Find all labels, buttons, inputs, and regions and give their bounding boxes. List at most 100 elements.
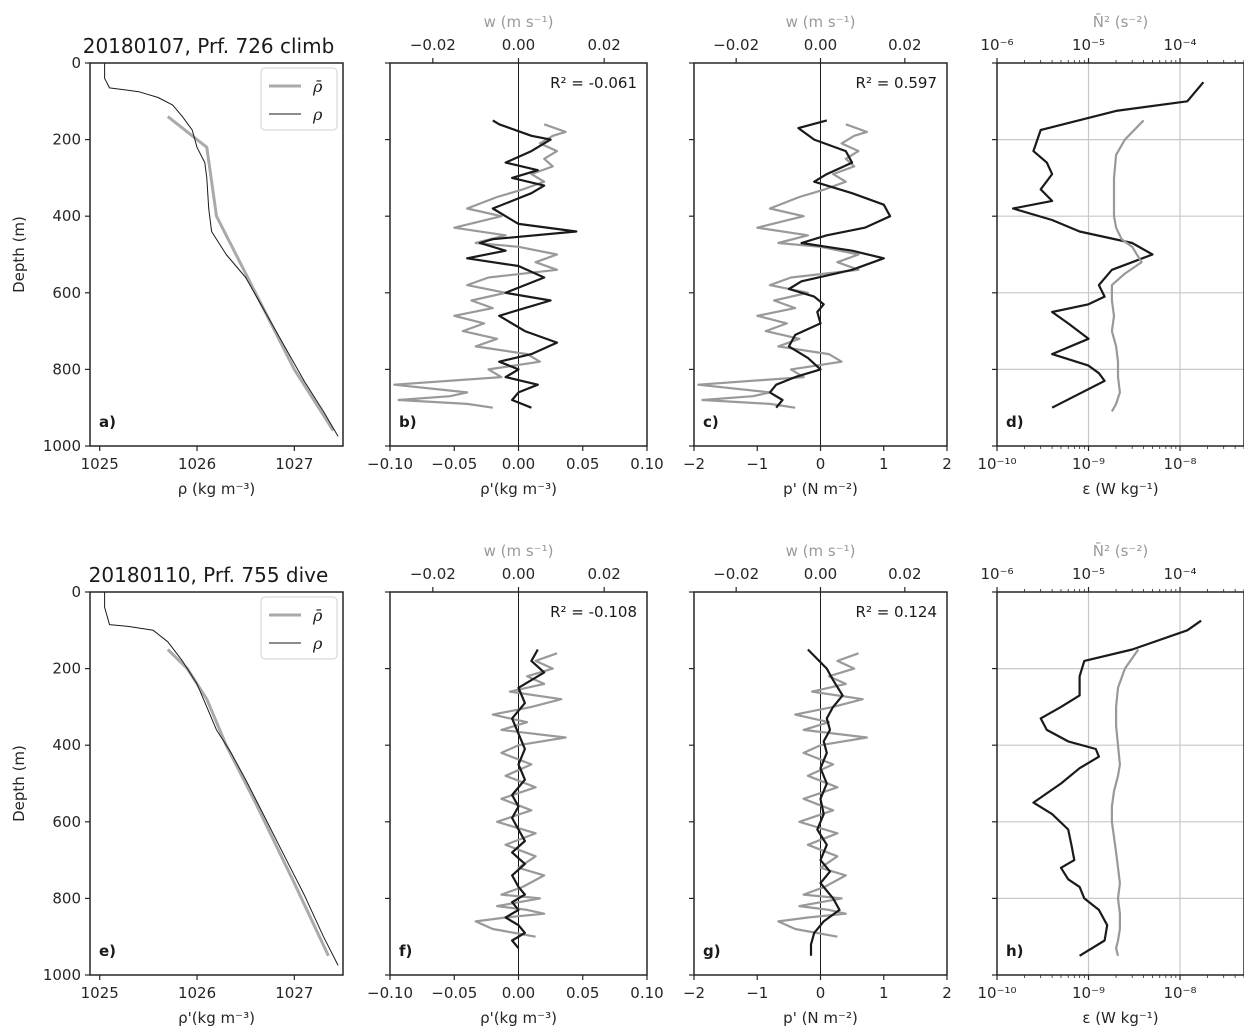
series-top-0 bbox=[474, 652, 567, 938]
top-tick-label: 10⁻⁶ bbox=[980, 565, 1013, 583]
x-tick-label: 0 bbox=[816, 984, 826, 1002]
series-1 bbox=[807, 648, 844, 956]
top-tick-label: −0.02 bbox=[713, 565, 759, 583]
y-tick-label: 200 bbox=[52, 131, 81, 149]
y-tick-label: 600 bbox=[52, 284, 81, 302]
x-tick-label: 10⁻⁹ bbox=[1072, 455, 1105, 473]
top-tick-label: 0.00 bbox=[804, 36, 837, 54]
x-tick-label: 2 bbox=[942, 455, 952, 473]
series-1 bbox=[104, 592, 339, 966]
x-tick-label: 1 bbox=[879, 455, 889, 473]
panel-a: 1025 1026 1027 0 200 400 600 800 1000 Depth (m) ρ … bbox=[10, 34, 344, 498]
series-0 bbox=[1032, 619, 1202, 957]
x-axis-label: ρ'(kg m⁻³) bbox=[178, 1009, 255, 1027]
x-tick-label: 1026 bbox=[178, 455, 216, 473]
x-tick-label: −0.10 bbox=[367, 455, 413, 473]
r2-annotation: R² = 0.597 bbox=[856, 74, 937, 92]
series-group bbox=[104, 63, 339, 437]
panel-letter: b) bbox=[399, 413, 417, 431]
x-tick-label: 1025 bbox=[81, 984, 119, 1002]
x-tick-label: −2 bbox=[683, 984, 705, 1002]
panel-title: 20180107, Prf. 726 climb bbox=[83, 34, 335, 58]
x-tick-label: 0.00 bbox=[502, 455, 535, 473]
x-tick-label: −0.10 bbox=[367, 984, 413, 1002]
x-tick-label: 0.10 bbox=[630, 455, 663, 473]
series-top-0 bbox=[393, 123, 567, 409]
top-tick-label: 0.02 bbox=[888, 565, 921, 583]
series-group bbox=[104, 592, 339, 966]
panel-title: 20180110, Prf. 755 dive bbox=[89, 563, 329, 587]
top-axis-label: N̄² (s⁻²) bbox=[1093, 12, 1148, 31]
series-top-0 bbox=[697, 123, 869, 409]
top-tick-label: 0.00 bbox=[502, 565, 535, 583]
x-axis-label: ρ'(kg m⁻³) bbox=[480, 1009, 557, 1027]
top-tick-label: 10⁻⁵ bbox=[1072, 565, 1105, 583]
top-tick-label: 10⁻⁴ bbox=[1164, 565, 1197, 583]
series-0 bbox=[1011, 81, 1205, 409]
series-top-1 bbox=[1110, 648, 1140, 957]
legend-box bbox=[260, 67, 338, 131]
series-0 bbox=[166, 115, 335, 432]
y-tick-label: 0 bbox=[71, 54, 81, 72]
x-tick-label: 0.05 bbox=[566, 984, 599, 1002]
top-tick-label: −0.02 bbox=[410, 565, 456, 583]
top-axis-label: w (m s⁻¹) bbox=[786, 542, 856, 560]
series-1 bbox=[768, 119, 892, 409]
x-tick-label: −0.05 bbox=[431, 455, 477, 473]
x-axis-label: ε (W kg⁻¹) bbox=[1082, 1009, 1158, 1027]
panel-e: 1025 1026 1027 0 200 400 600 800 1000 Depth (m) ρ'… bbox=[10, 563, 344, 1027]
top-tick-label: 0.02 bbox=[587, 565, 620, 583]
panel-letter: h) bbox=[1006, 942, 1024, 960]
panel-b: −0.10 −0.05 0.00 0.05 0.10 −0.02 0.00 0.02 w (m … bbox=[367, 13, 664, 498]
panel-g: −2 −1 0 1 2 −0.02 0.00 0.02 w (m s⁻¹) p' (N m⁻²) R… bbox=[683, 542, 952, 1027]
x-axis-label: ε (W kg⁻¹) bbox=[1082, 480, 1158, 498]
legend-box bbox=[260, 596, 338, 660]
panel-letter: a) bbox=[99, 413, 116, 431]
x-axis-label: ρ'(kg m⁻³) bbox=[480, 480, 557, 498]
top-axis-label: w (m s⁻¹) bbox=[786, 13, 856, 31]
panel-letter: e) bbox=[99, 942, 116, 960]
x-tick-label: 1 bbox=[879, 984, 889, 1002]
top-axis-label: w (m s⁻¹) bbox=[484, 542, 554, 560]
series-1 bbox=[466, 119, 578, 409]
x-tick-label: 1025 bbox=[81, 455, 119, 473]
series-group bbox=[1011, 81, 1205, 413]
panel-letter: c) bbox=[703, 413, 719, 431]
x-tick-label: 10⁻⁹ bbox=[1072, 984, 1105, 1002]
y-axis-label: Depth (m) bbox=[10, 745, 28, 822]
top-tick-label: 0.02 bbox=[587, 36, 620, 54]
y-tick-label: 800 bbox=[52, 889, 81, 907]
series-top-1 bbox=[1110, 119, 1145, 413]
y-tick-label: 400 bbox=[52, 736, 81, 754]
legend-label: ρ bbox=[312, 105, 323, 124]
axes-frame bbox=[996, 62, 1244, 447]
x-tick-label: 2 bbox=[942, 984, 952, 1002]
series-1 bbox=[104, 63, 339, 437]
panel-f: −0.10 −0.05 0.00 0.05 0.10 −0.02 0.00 0.02 w (m … bbox=[367, 542, 664, 1027]
top-tick-label: 10⁻⁴ bbox=[1164, 36, 1197, 54]
y-tick-label: 1000 bbox=[43, 966, 81, 984]
x-tick-label: 10⁻¹⁰ bbox=[977, 455, 1016, 473]
axes-frame bbox=[89, 62, 344, 447]
series-top-0 bbox=[777, 652, 869, 938]
panel-c: −2 −1 0 1 2 −0.02 0.00 0.02 w (m s⁻¹) p' (N m⁻²) R… bbox=[683, 13, 952, 498]
r2-annotation: R² = -0.061 bbox=[550, 74, 637, 92]
y-tick-label: 600 bbox=[52, 813, 81, 831]
series-group bbox=[1032, 619, 1202, 957]
panel-d: 10⁻¹⁰ 10⁻⁹ 10⁻⁸ 10⁻⁶ 10⁻⁵ 10⁻⁴ N̄² (s⁻²) ε (W k… bbox=[977, 12, 1244, 498]
series-group bbox=[393, 119, 578, 409]
y-tick-label: 200 bbox=[52, 660, 81, 678]
x-tick-label: 1027 bbox=[275, 984, 313, 1002]
series-1 bbox=[504, 648, 546, 949]
x-tick-label: 0.05 bbox=[566, 455, 599, 473]
axes-frame bbox=[89, 591, 344, 976]
series-group bbox=[777, 648, 869, 956]
top-tick-label: 10⁻⁶ bbox=[980, 36, 1013, 54]
x-tick-label: −0.05 bbox=[431, 984, 477, 1002]
y-tick-label: 400 bbox=[52, 207, 81, 225]
panel-letter: g) bbox=[703, 942, 721, 960]
top-tick-label: 10⁻⁵ bbox=[1072, 36, 1105, 54]
x-tick-label: −2 bbox=[683, 455, 705, 473]
y-tick-label: 800 bbox=[52, 360, 81, 378]
